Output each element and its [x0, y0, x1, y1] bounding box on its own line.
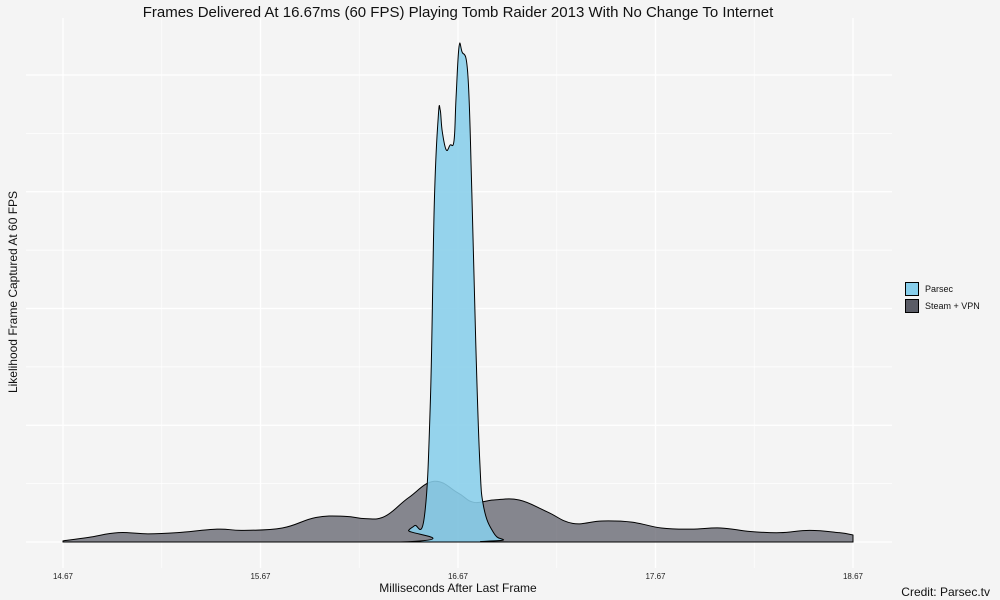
- legend-item-parsec: Parsec: [905, 280, 980, 297]
- chart-title: Frames Delivered At 16.67ms (60 FPS) Pla…: [142, 4, 774, 21]
- x-tick-label: 15.67: [250, 572, 271, 581]
- x-tick-label: 16.67: [448, 572, 469, 581]
- density-area-parsec: [62, 42, 854, 543]
- legend-label-steam-vpn: Steam + VPN: [925, 300, 980, 311]
- credit-text: Credit: Parsec.tv: [901, 585, 990, 599]
- legend: Parsec Steam + VPN: [905, 280, 980, 314]
- legend-label-parsec: Parsec: [925, 283, 954, 294]
- x-tick-label: 17.67: [645, 572, 666, 581]
- x-tick-label: 18.67: [843, 572, 864, 581]
- x-axis-label: Milliseconds After Last Frame: [379, 581, 537, 595]
- legend-key-parsec: [905, 281, 919, 296]
- legend-item-steam-vpn: Steam + VPN: [905, 297, 980, 314]
- legend-key-steam-vpn: [905, 298, 919, 313]
- x-tick-label: 14.67: [53, 572, 74, 581]
